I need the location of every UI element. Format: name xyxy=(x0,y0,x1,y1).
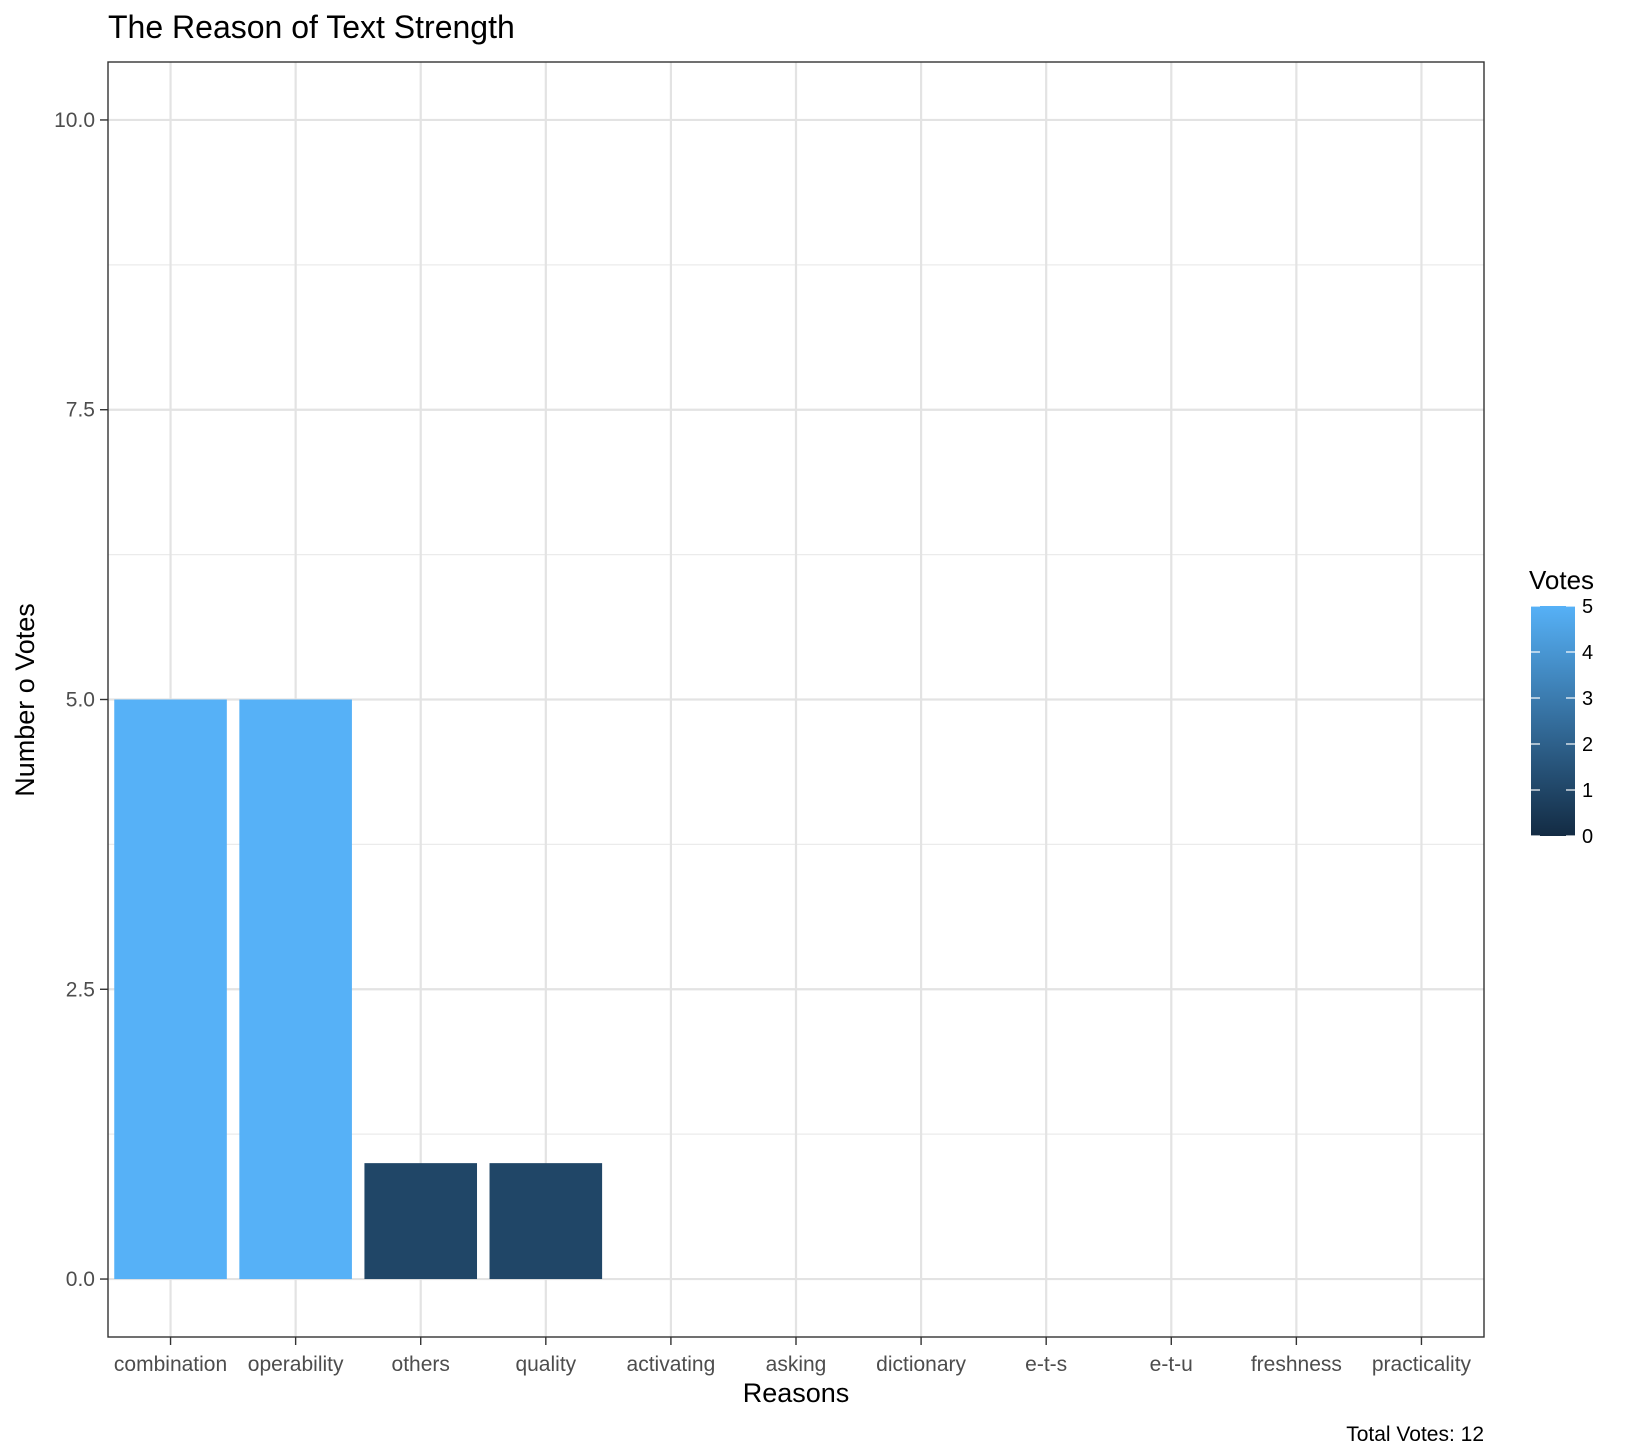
bar-combination xyxy=(114,699,227,1280)
bar-quality xyxy=(489,1163,603,1280)
bar-others xyxy=(364,1163,478,1280)
x-tick-label: dictionary xyxy=(876,1353,966,1376)
y-tick-label: 10.0 xyxy=(54,109,95,132)
bars xyxy=(114,699,603,1280)
legend-tick-label: 0 xyxy=(1582,826,1593,848)
chart-caption: Total Votes: 12 xyxy=(1346,1423,1484,1446)
x-tick-label: quality xyxy=(515,1353,576,1376)
y-tick-label: 2.5 xyxy=(66,978,95,1001)
legend-tick-label: 3 xyxy=(1582,688,1593,710)
y-axis: 0.0 2.5 5.0 7.5 10.0 xyxy=(54,109,108,1291)
legend-tick-label: 2 xyxy=(1582,734,1593,756)
chart-title: The Reason of Text Strength xyxy=(108,9,515,45)
plot-area xyxy=(107,61,1485,1338)
x-axis: combination operability others quality activ… xyxy=(114,1337,1472,1376)
x-tick-label: asking xyxy=(766,1353,827,1376)
legend-tick-label: 5 xyxy=(1582,596,1593,618)
legend-colorbar xyxy=(1531,606,1575,836)
x-tick-label: e-t-u xyxy=(1150,1353,1193,1376)
x-axis-title: Reasons xyxy=(743,1378,850,1408)
y-tick-label: 5.0 xyxy=(66,689,95,712)
legend-tick-label: 4 xyxy=(1582,642,1593,664)
legend-tick-label: 1 xyxy=(1582,780,1593,802)
y-tick-label: 0.0 xyxy=(66,1268,95,1291)
x-tick-label: freshness xyxy=(1251,1353,1342,1376)
x-tick-label: practicality xyxy=(1372,1353,1472,1376)
x-tick-label: e-t-s xyxy=(1025,1353,1067,1376)
legend-ticks: 0 1 2 3 4 5 xyxy=(1531,596,1593,848)
bar-operability xyxy=(239,699,352,1280)
x-tick-label: activating xyxy=(627,1353,716,1376)
legend-title: Votes xyxy=(1529,565,1594,595)
y-tick-label: 7.5 xyxy=(66,399,95,422)
x-tick-label: others xyxy=(392,1353,450,1376)
x-tick-label: combination xyxy=(114,1353,227,1376)
y-axis-title: Number o Votes xyxy=(10,603,40,797)
legend: Votes 0 1 2 3 4 5 xyxy=(1529,565,1594,848)
x-tick-label: operability xyxy=(248,1353,344,1376)
